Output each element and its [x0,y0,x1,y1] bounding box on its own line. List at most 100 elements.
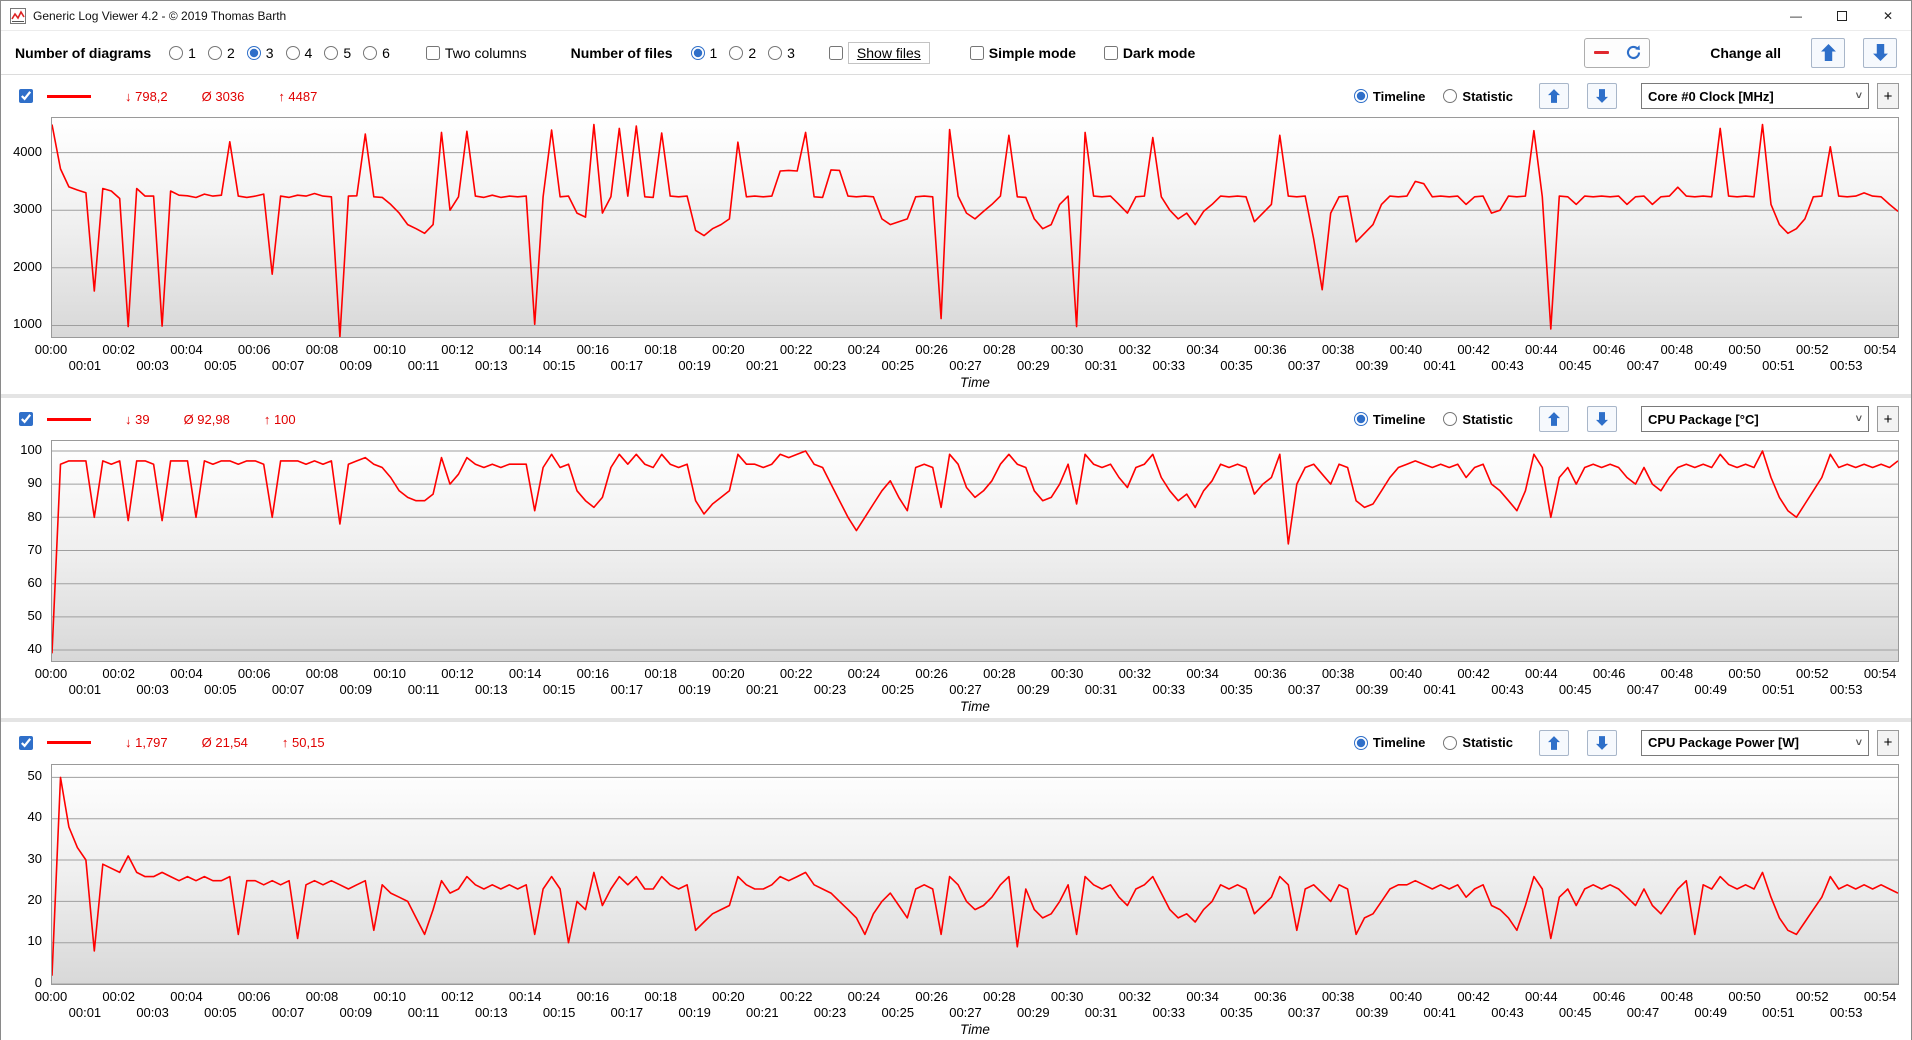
y-tick-label: 50 [27,608,42,624]
files-radio-2[interactable] [729,45,744,60]
x-tick-label: 00:26 [915,665,948,681]
diagrams-radio-2[interactable] [207,45,222,60]
x-tick-label: 00:01 [68,358,102,374]
add-series-button[interactable]: + [1877,406,1899,433]
move-diagram-up-button[interactable] [1539,729,1569,756]
remove-file-button[interactable] [1585,39,1617,67]
chart-canvas [52,123,1898,337]
metric-select[interactable]: CPU Package Power [W] ˅ [1641,729,1869,756]
simple-mode-checkbox[interactable] [969,45,984,60]
x-tick-label: 00:50 [1728,665,1761,681]
diagrams-radio-1[interactable] [169,45,184,60]
radio-label: 3 [265,44,274,61]
x-tick-label: 00:43 [1491,1004,1524,1020]
x-tick-label: 00:25 [881,1004,915,1020]
statistic-radio[interactable] [1443,735,1458,750]
x-tick-label: 00:53 [1829,358,1863,374]
x-tick-label: 00:04 [170,342,203,358]
x-tick-label: 00:09 [339,1004,373,1020]
x-tick-label: 00:44 [1525,665,1558,681]
x-axis-labels: 00:00 00:01 00:02 00:03 00:04 00:05 00:06 00:07… [35,338,1899,375]
diagrams-radio-6[interactable] [363,45,378,60]
x-tick-label: 00:45 [1558,681,1592,697]
timeline-radio[interactable] [1353,89,1368,103]
x-tick-label: 00:15 [542,1004,576,1020]
arrow-down-icon [1872,44,1888,61]
x-tick-label: 00:13 [475,358,508,374]
x-tick-label: 00:39 [1355,1004,1389,1020]
metric-select-value: Core #0 Clock [MHz] [1648,88,1774,104]
show-files-checkbox[interactable] [828,45,843,60]
diagrams-radio-4[interactable] [285,45,300,60]
x-tick-label: 00:18 [644,342,677,358]
y-axis-labels: 1000 2000 3000 4000 [1,117,51,338]
dark-mode-checkbox[interactable] [1103,45,1118,60]
radio-label: 2 [226,44,235,61]
x-tick-label: 00:35 [1220,1004,1253,1020]
x-tick-label: 00:40 [1389,342,1423,358]
move-diagram-down-button[interactable] [1587,729,1617,756]
x-tick-label: 00:33 [1152,358,1186,374]
simple-mode-label: Simple mode [988,44,1076,61]
arrow-up-icon [1548,89,1560,103]
avg-value: Ø 3036 [201,88,245,104]
add-series-button[interactable]: + [1877,83,1899,109]
y-tick-label: 4000 [13,143,42,159]
chart-panel-cpu-power: ↓ 1,797 Ø 21,54 ↑ 50,15 Timeline Statist… [1,721,1911,1040]
x-tick-label: 00:30 [1050,342,1084,358]
two-columns-checkbox[interactable] [425,45,440,60]
series-line [52,450,1898,654]
app-icon [10,7,26,24]
chart-plot[interactable] [51,763,1899,985]
x-tick-label: 00:39 [1355,358,1389,374]
x-tick-label: 00:42 [1457,342,1490,358]
arrow-up-icon [1548,412,1560,427]
x-tick-label: 00:52 [1796,665,1829,681]
series-visibility-checkbox[interactable] [19,735,33,750]
y-tick-label: 1000 [13,316,42,332]
close-button[interactable]: ✕ [1882,8,1894,23]
series-visibility-checkbox[interactable] [19,412,33,427]
move-diagram-up-button[interactable] [1539,83,1569,109]
change-all-up-button[interactable] [1811,37,1845,68]
move-diagram-up-button[interactable] [1539,406,1569,433]
timeline-radio[interactable] [1353,412,1368,427]
x-tick-label: 00:25 [881,681,915,697]
statistic-radio[interactable] [1443,412,1458,427]
avg-value: Ø 92,98 [183,411,230,427]
x-tick-label: 00:48 [1660,665,1694,681]
file-actions-group [1584,37,1651,68]
x-tick-label: 00:09 [339,681,373,697]
minimize-button[interactable]: — [1790,8,1802,23]
x-tick-label: 00:32 [1118,342,1152,358]
x-tick-label: 00:06 [237,988,271,1004]
chart-plot[interactable] [51,440,1899,662]
statistic-radio[interactable] [1443,89,1458,103]
chart-plot[interactable] [51,117,1899,339]
x-tick-label: 00:41 [1423,681,1456,697]
change-all-down-button[interactable] [1863,37,1897,68]
diagrams-radio-5[interactable] [324,45,339,60]
move-diagram-down-button[interactable] [1587,406,1617,433]
metric-select[interactable]: Core #0 Clock [MHz] ˅ [1641,83,1869,109]
files-radio-3[interactable] [768,45,783,60]
x-tick-label: 00:17 [610,1004,644,1020]
reload-button[interactable] [1617,39,1649,67]
metric-select[interactable]: CPU Package [°C] ˅ [1641,406,1869,433]
add-series-button[interactable]: + [1877,729,1899,756]
x-tick-label: 00:06 [237,665,271,681]
x-tick-label: 00:04 [170,988,203,1004]
maximize-button[interactable] [1819,1,1865,30]
series-visibility-checkbox[interactable] [19,89,33,103]
show-files-label[interactable]: Show files [847,41,930,64]
x-tick-label: 00:37 [1287,681,1321,697]
timeline-radio[interactable] [1353,735,1368,750]
diagrams-radio-3[interactable] [246,45,261,60]
series-line [52,776,1898,976]
files-radio-1[interactable] [690,45,705,60]
x-tick-label: 00:05 [204,358,237,374]
window-title: Generic Log Viewer 4.2 - © 2019 Thomas B… [33,8,287,23]
x-axis-title: Time [960,375,990,391]
x-tick-label: 00:07 [271,1004,305,1020]
move-diagram-down-button[interactable] [1587,83,1617,109]
